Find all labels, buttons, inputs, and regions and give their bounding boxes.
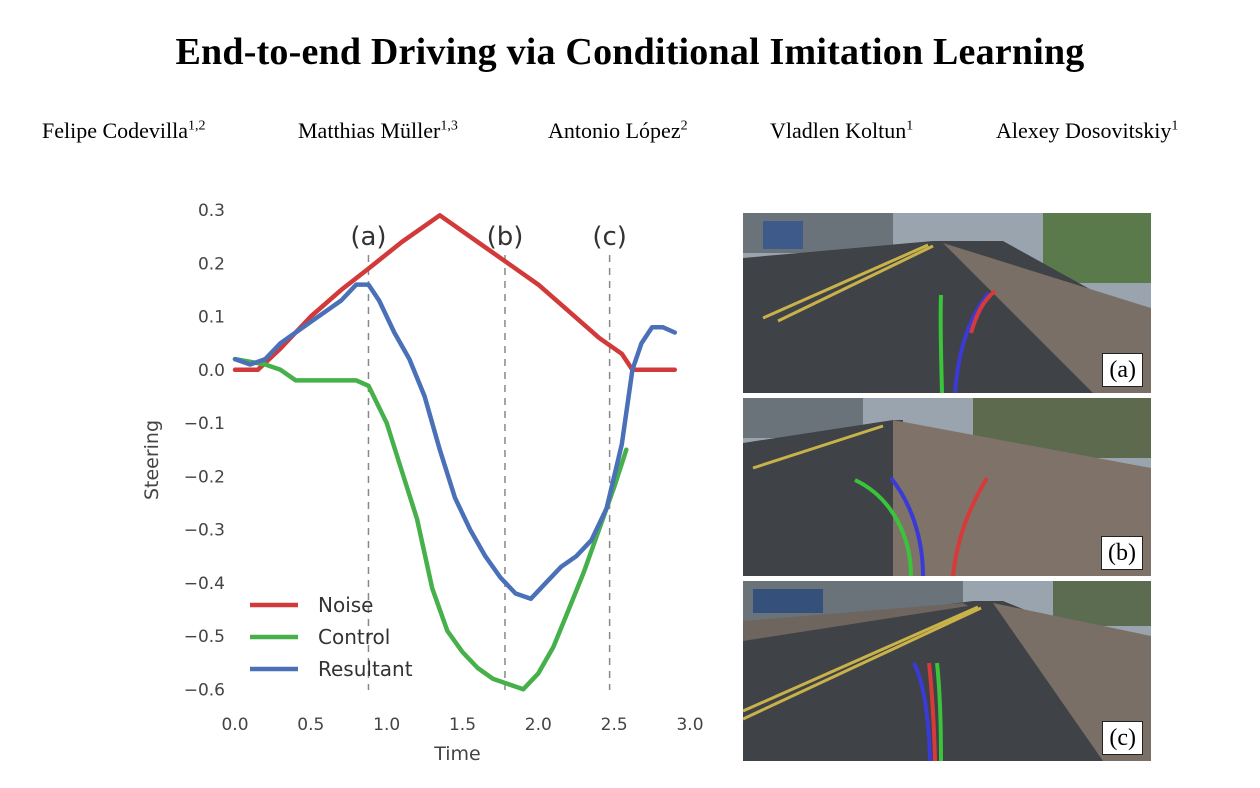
author-4: Vladlen Koltun1: [770, 118, 913, 144]
author-name: Matthias Müller: [298, 118, 441, 143]
y-tick-label: −0.5: [184, 627, 225, 647]
y-tick-label: −0.3: [184, 521, 225, 541]
series-line-control: [232, 356, 629, 692]
author-1: Felipe Codevilla1,2: [42, 118, 206, 144]
legend-label: Noise: [318, 593, 373, 617]
author-5: Alexey Dosovitskiy1: [996, 118, 1178, 144]
y-tick-label: 0.2: [198, 254, 225, 274]
author-name: Antonio López: [548, 118, 681, 143]
author-affiliation: 1,2: [188, 118, 206, 134]
x-tick-label: 3.0: [676, 715, 703, 735]
author-name: Vladlen Koltun: [770, 118, 907, 143]
steering-chart: 0.3 0.2 0.1 0.0 −0.1 −0.2 −0.3 −0.4 −0.5 −0.6 0.0 0…: [141, 201, 704, 765]
author-3: Antonio López2: [548, 118, 688, 144]
road-scene-c: [743, 581, 1151, 761]
y-axis-label: Steering: [141, 420, 163, 500]
y-tick-label: −0.4: [184, 574, 225, 594]
annotation-label: (b): [487, 222, 524, 252]
author-affiliation: 1: [1171, 118, 1179, 134]
y-tick-label: −0.2: [184, 467, 225, 487]
y-tick-label: 0.1: [198, 308, 225, 328]
panel-label: (c): [1102, 721, 1143, 755]
road-scene-a: [743, 213, 1151, 393]
x-tick-label: 2.0: [525, 715, 552, 735]
panel-label: (b): [1101, 536, 1143, 570]
scene-panel-a: (a): [743, 213, 1151, 393]
author-affiliation: 1: [906, 118, 914, 134]
y-tick-label: 0.0: [198, 361, 225, 381]
legend-label: Resultant: [318, 657, 413, 681]
y-tick-label: −0.1: [184, 414, 225, 434]
legend-label: Control: [318, 625, 390, 649]
author-2: Matthias Müller1,3: [298, 118, 458, 144]
x-tick-label: 2.5: [601, 715, 628, 735]
x-tick-label: 1.0: [373, 715, 400, 735]
x-tick-label: 1.5: [449, 715, 476, 735]
panel-label: (a): [1102, 353, 1143, 387]
y-tick-label: 0.3: [198, 201, 225, 221]
scene-panel-b: (b): [743, 398, 1151, 576]
x-axis-label: Time: [433, 743, 481, 765]
series-line-resultant: [232, 282, 678, 602]
x-tick-label: 0.0: [221, 715, 248, 735]
author-affiliation: 2: [680, 118, 688, 134]
scene-panel-c: (c): [743, 581, 1151, 761]
author-name: Alexey Dosovitskiy: [996, 118, 1172, 143]
x-tick-label: 0.5: [297, 715, 324, 735]
annotation-label: (c): [592, 222, 627, 252]
y-tick-label: −0.6: [184, 680, 225, 700]
paper-title: End-to-end Driving via Conditional Imita…: [175, 31, 1085, 73]
annotation-label: (a): [350, 222, 386, 252]
author-name: Felipe Codevilla: [42, 118, 189, 143]
road-scene-b: [743, 398, 1151, 576]
author-list: Felipe Codevilla1,2 Matthias Müller1,3 A…: [0, 118, 1260, 158]
author-affiliation: 1,3: [440, 118, 458, 134]
